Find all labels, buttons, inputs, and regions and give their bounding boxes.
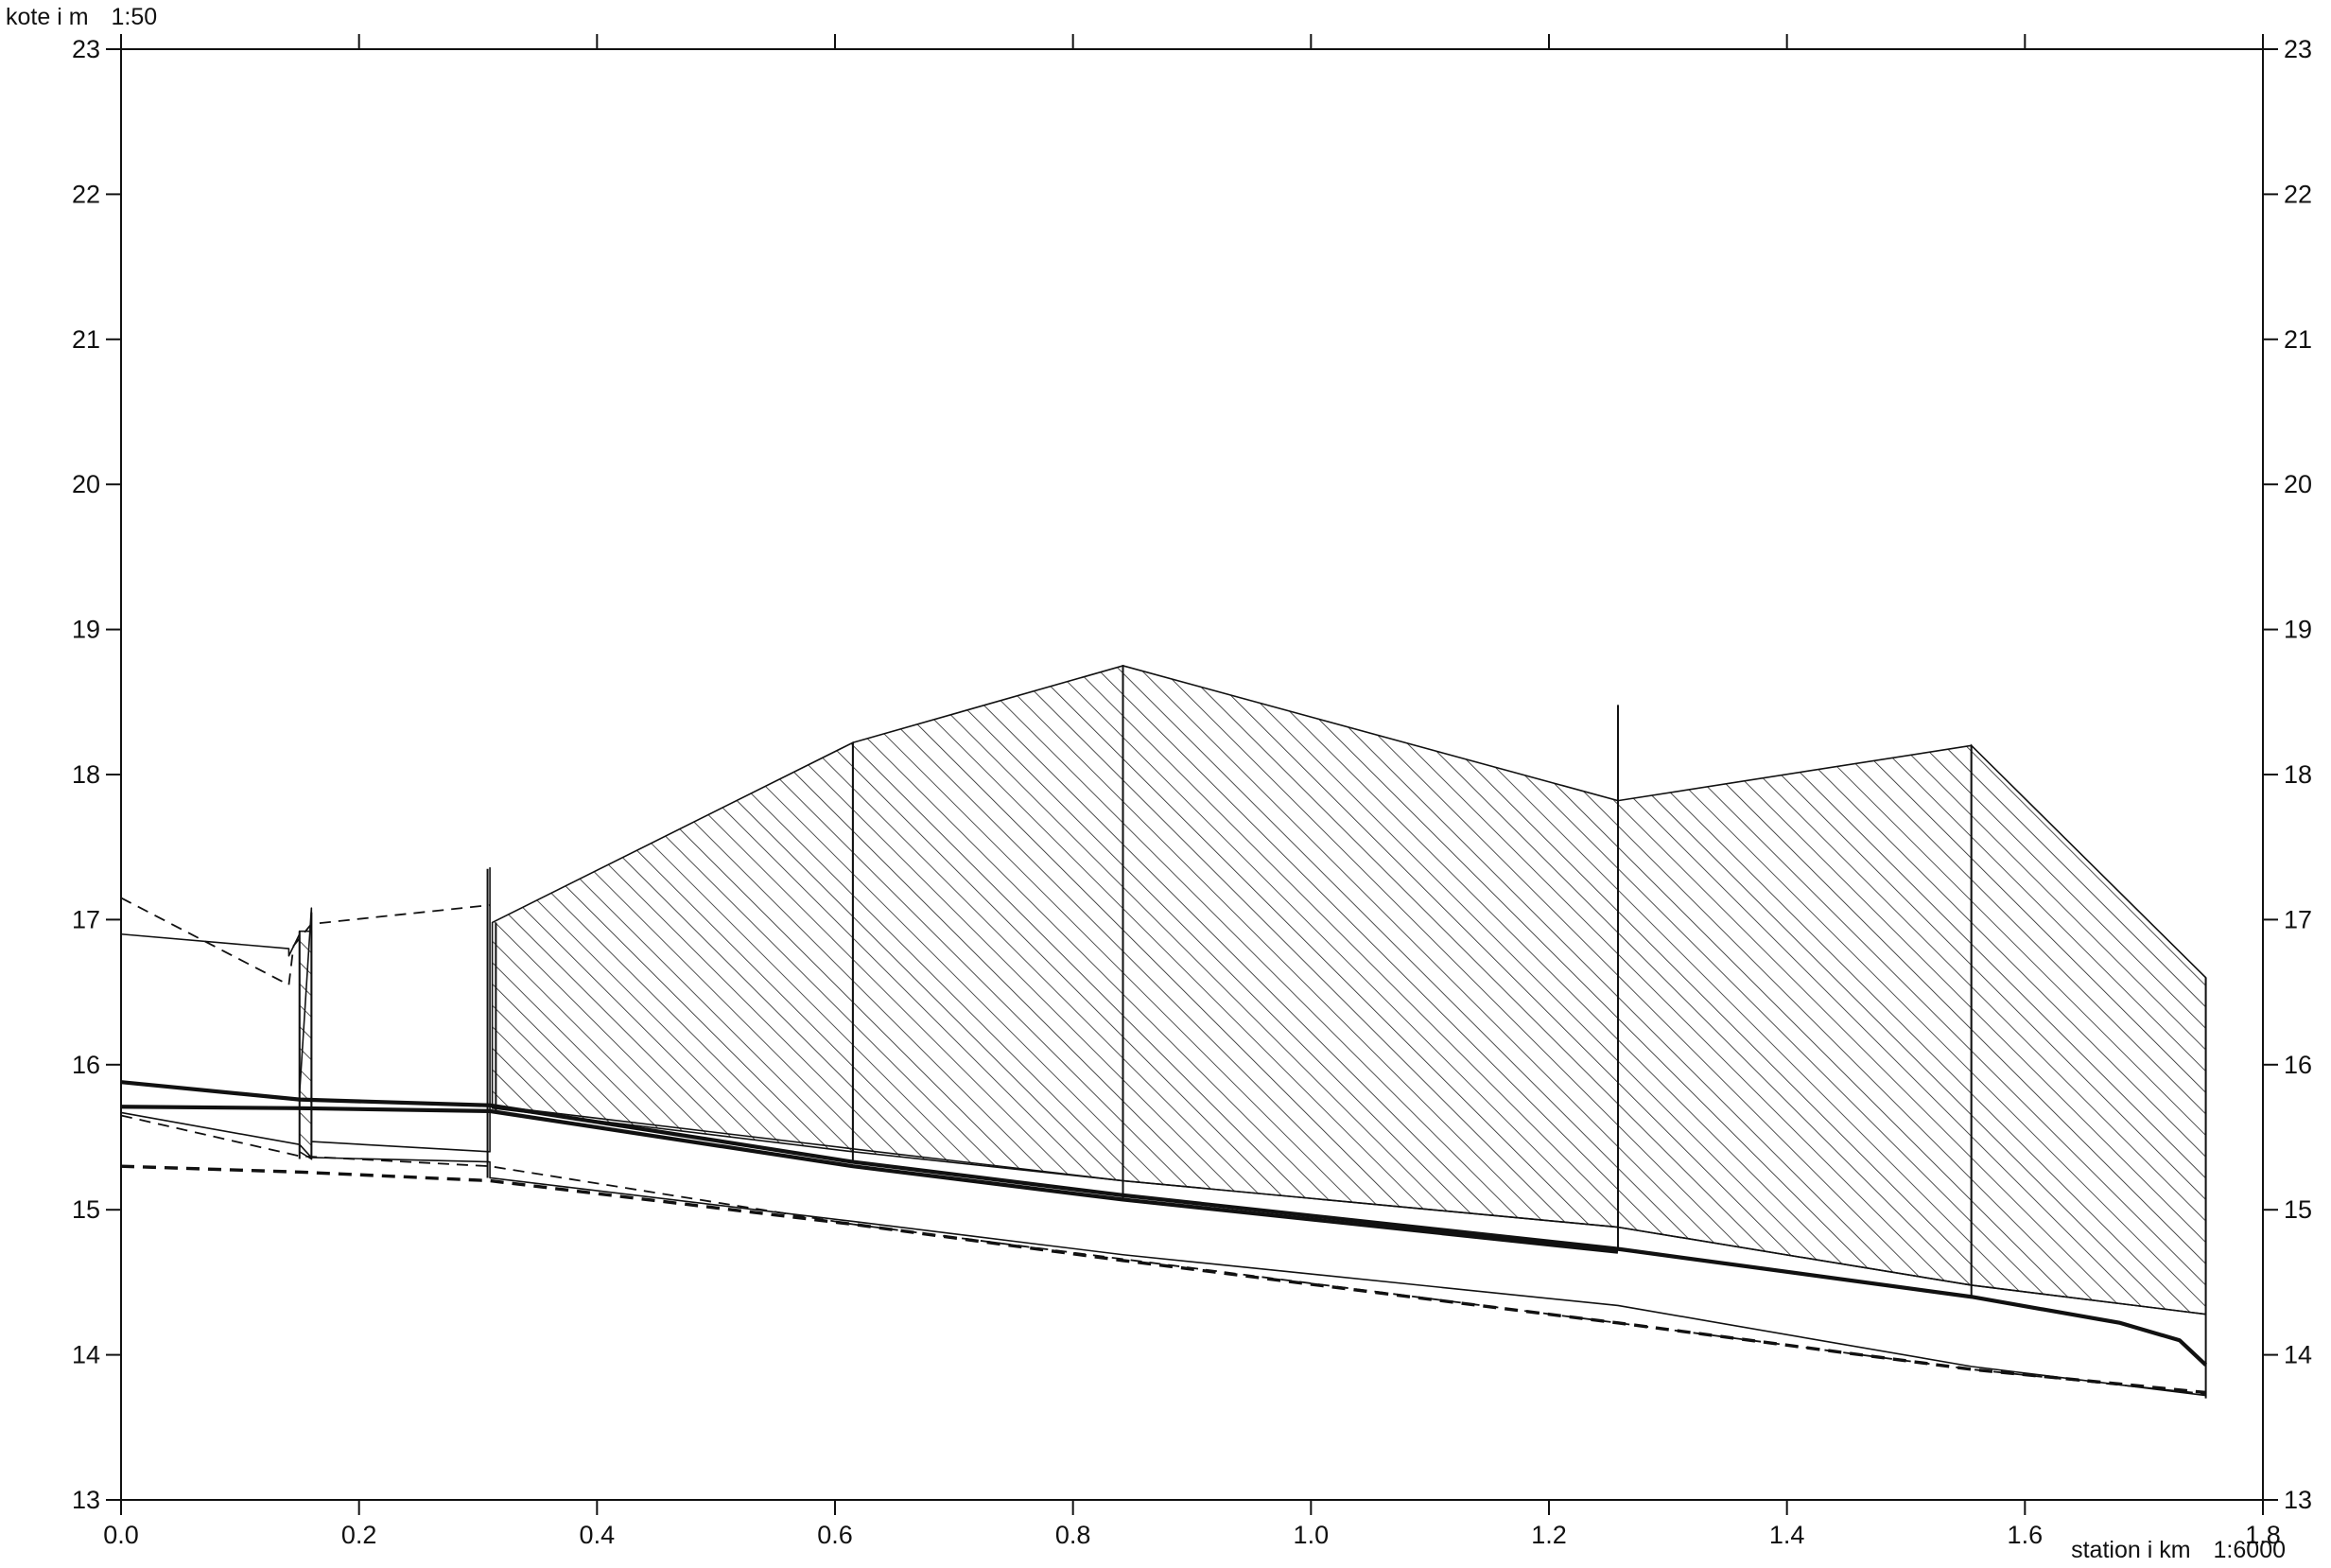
x-tick-label: 1.6 [2008, 1521, 2044, 1549]
y-tick-label-right: 14 [2284, 1341, 2312, 1369]
profile-line [120, 867, 491, 1153]
y-tick-label-left: 18 [72, 760, 100, 789]
y-tick-label-right: 17 [2284, 905, 2312, 933]
y-tick-label-left: 15 [72, 1195, 100, 1224]
y-tick-label-left: 14 [72, 1341, 100, 1369]
profile-line [489, 1104, 2206, 1315]
x-tick-label: 1.4 [1769, 1521, 1805, 1549]
hatched-region [298, 930, 313, 1160]
x-tick-label: 0.0 [103, 1521, 139, 1549]
y-tick-label-left: 17 [72, 905, 100, 933]
profile-line [120, 897, 491, 986]
y-tick-label-left: 19 [72, 616, 100, 644]
y-tick-label-right: 20 [2284, 470, 2312, 498]
x-tick-label: 0.6 [817, 1521, 853, 1549]
y-tick-label-right: 16 [2284, 1051, 2312, 1079]
y-tick-label-right: 19 [2284, 616, 2312, 644]
x-axis-title: station i km [2071, 1537, 2191, 1563]
y-axis-label: kote i m 1:50 [6, 4, 157, 31]
x-tick-label: 1.8 [2245, 1521, 2281, 1549]
y-tick-label-right: 22 [2284, 180, 2312, 208]
x-axis-scale: 1:6000 [2213, 1537, 2286, 1563]
y-tick-label-left: 13 [72, 1486, 100, 1514]
profile-line [120, 1105, 1619, 1254]
x-tick-label: 0.8 [1055, 1521, 1091, 1549]
profile-line [120, 1111, 2206, 1397]
hatched-region [1970, 743, 2207, 1315]
series-lines [120, 665, 2208, 1399]
x-tick-label: 0.4 [580, 1521, 616, 1549]
hatched-region [1122, 664, 1619, 1228]
hatched-regions [298, 664, 2207, 1315]
y-tick-label-right: 21 [2284, 325, 2312, 354]
y-tick-label-right: 15 [2284, 1195, 2312, 1224]
y-tick-label-right: 23 [2284, 35, 2312, 63]
y-tick-label-left: 20 [72, 470, 100, 498]
tick-labels: 13 13 14 14 15 15 16 16 17 17 18 18 19 19 20 20 21 21 22 22… [72, 35, 2312, 1549]
x-axis-label: station i km 1:6000 [2071, 1537, 2286, 1564]
x-tick-label: 1.0 [1294, 1521, 1330, 1549]
y-tick-label-right: 13 [2284, 1486, 2312, 1514]
y-tick-label-left: 21 [72, 325, 100, 354]
y-tick-label-left: 16 [72, 1051, 100, 1079]
hatched-region [1617, 744, 1973, 1286]
profile-line [120, 1080, 2208, 1367]
x-tick-label: 1.2 [1531, 1521, 1567, 1549]
axes [106, 34, 2278, 1515]
hatched-region [491, 740, 854, 1153]
y-tick-label-right: 18 [2284, 760, 2312, 789]
y-tick-label-left: 22 [72, 180, 100, 208]
y-tick-label-left: 23 [72, 35, 100, 63]
hatched-region [852, 664, 1124, 1182]
y-axis-title: kote i m [6, 4, 89, 30]
profile-line [120, 1164, 2206, 1395]
y-axis-scale: 1:50 [111, 4, 158, 30]
x-tick-label: 0.2 [341, 1521, 377, 1549]
